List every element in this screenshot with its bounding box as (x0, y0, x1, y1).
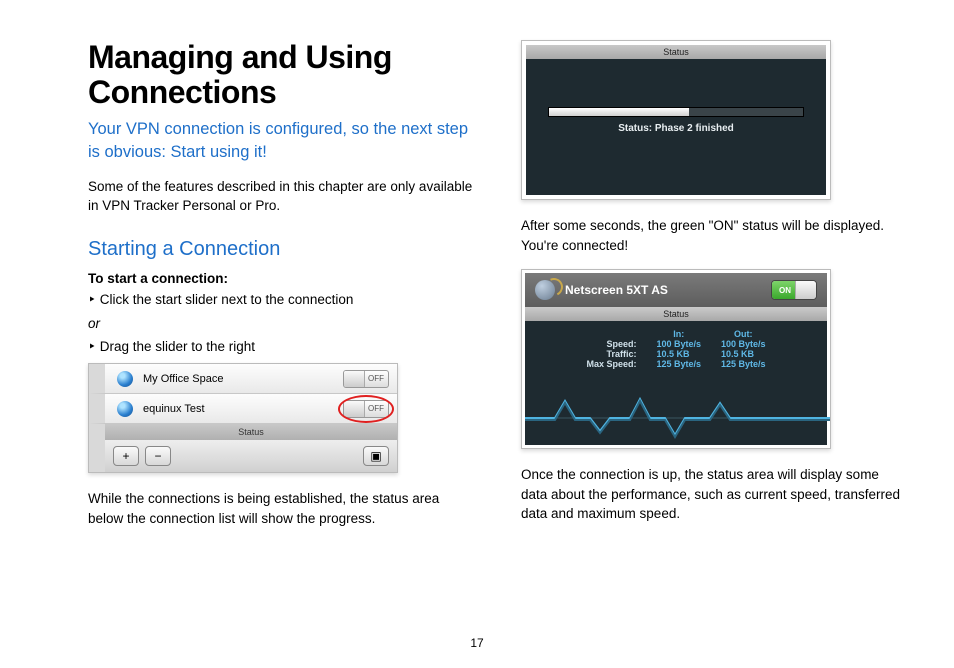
out-header: Out: (711, 329, 776, 339)
globe-icon (117, 401, 133, 417)
add-button[interactable]: + (113, 446, 139, 466)
toggle-on[interactable]: ON (771, 280, 817, 300)
page-number: 17 (0, 636, 954, 650)
expand-button[interactable]: ▣ (363, 446, 389, 466)
section-heading: Starting a Connection (88, 238, 473, 261)
intro-text: Some of the features described in this c… (88, 177, 473, 216)
page-title: Managing and Using Connections (88, 40, 473, 110)
connection-title: Netscreen 5XT AS (565, 283, 761, 297)
right-column: Status Status: Phase 2 finished After so… (521, 40, 906, 542)
figure-connection-list: My Office Space OFF equinux Test OFF Sta… (88, 363, 398, 473)
status-bar-label: Status (525, 307, 827, 321)
toggle-off-highlighted[interactable]: OFF (343, 400, 389, 418)
stats-table: In: Out: Speed: 100 Byte/s 100 Byte/s Tr… (525, 329, 827, 369)
progress-fill (549, 108, 689, 116)
paragraph-performance: Once the connection is up, the status ar… (521, 465, 906, 524)
toolbar: + − ▣ (89, 440, 397, 472)
traffic-label: Traffic: (576, 349, 646, 359)
figure-status-progress: Status Status: Phase 2 finished (521, 40, 831, 200)
remove-button[interactable]: − (145, 446, 171, 466)
figure-connected-status: Netscreen 5XT AS ON Status In: Out: (521, 269, 831, 449)
maxspeed-out: 125 Byte/s (711, 359, 776, 369)
left-column: Managing and Using Connections Your VPN … (88, 40, 473, 542)
page-subtitle: Your VPN connection is configured, so th… (88, 118, 473, 163)
connection-icon (535, 280, 555, 300)
instruction-lead: To start a connection: (88, 271, 473, 286)
connection-name: equinux Test (143, 403, 343, 415)
connection-name: My Office Space (143, 373, 343, 385)
connection-header: Netscreen 5XT AS ON (525, 273, 827, 307)
traffic-in: 10.5 KB (646, 349, 711, 359)
figure1-caption: While the connections is being establish… (88, 489, 473, 528)
traffic-out: 10.5 KB (711, 349, 776, 359)
progress-bar (548, 107, 804, 117)
in-header: In: (646, 329, 711, 339)
speed-in: 100 Byte/s (646, 339, 711, 349)
speed-out: 100 Byte/s (711, 339, 776, 349)
or-separator: or (88, 316, 473, 331)
status-bar-label: Status (89, 424, 397, 440)
speed-label: Speed: (576, 339, 646, 349)
status-title: Status (526, 45, 826, 59)
progress-label: Status: Phase 2 finished (526, 123, 826, 134)
connection-row[interactable]: equinux Test OFF (89, 394, 397, 424)
toggle-on-label: ON (772, 281, 798, 299)
bullet-2: Drag the slider to the right (88, 339, 473, 355)
status-body: In: Out: Speed: 100 Byte/s 100 Byte/s Tr… (525, 321, 827, 445)
toggle-off[interactable]: OFF (343, 370, 389, 388)
maxspeed-in: 125 Byte/s (646, 359, 711, 369)
bullet-1: Click the start slider next to the conne… (88, 292, 473, 308)
maxspeed-label: Max Speed: (576, 359, 646, 369)
traffic-graph (525, 391, 831, 445)
connection-row[interactable]: My Office Space OFF (89, 364, 397, 394)
globe-icon (117, 371, 133, 387)
paragraph-connected: After some seconds, the green "ON" statu… (521, 216, 906, 255)
